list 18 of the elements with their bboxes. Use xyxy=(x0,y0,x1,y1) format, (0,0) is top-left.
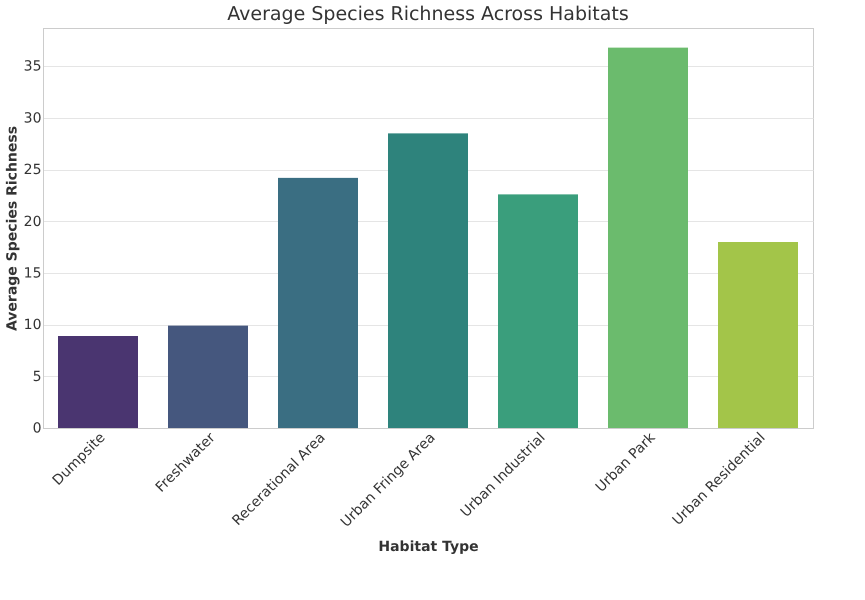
chart-title: Average Species Richness Across Habitats xyxy=(227,3,629,25)
bar xyxy=(168,326,248,428)
y-axis-title: Average Species Richness xyxy=(4,126,21,332)
bar xyxy=(388,133,468,428)
y-tick-label: 5 xyxy=(32,368,42,385)
x-axis-title: Habitat Type xyxy=(378,538,479,555)
bar xyxy=(498,194,578,428)
y-tick-label: 25 xyxy=(24,162,42,178)
y-tick-label: 0 xyxy=(32,420,42,436)
bar xyxy=(58,336,138,428)
y-tick-label: 10 xyxy=(24,317,42,334)
y-tick-label: 35 xyxy=(24,58,42,75)
bar xyxy=(718,242,798,428)
y-tick-label: 20 xyxy=(24,214,42,230)
bar xyxy=(608,48,688,428)
bar xyxy=(278,178,358,428)
y-tick-label: 30 xyxy=(24,110,42,126)
y-tick-label: 15 xyxy=(24,265,42,282)
